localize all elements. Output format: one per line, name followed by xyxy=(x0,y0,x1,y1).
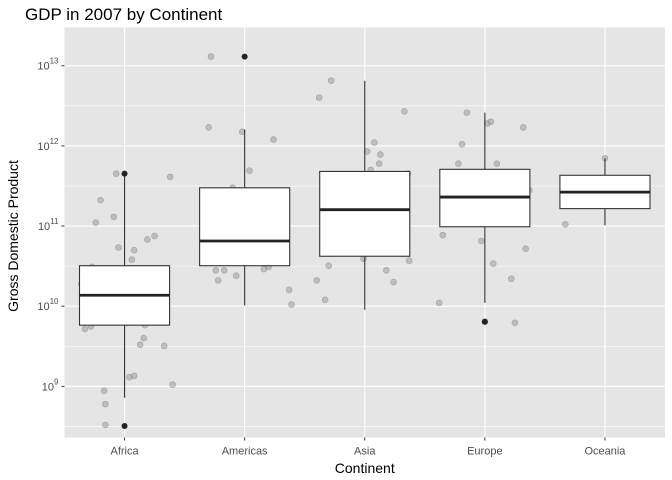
jitter-point xyxy=(151,232,158,240)
jitter-point xyxy=(212,267,220,274)
jitter-point xyxy=(487,118,495,126)
x-axis-title: Continent xyxy=(335,460,395,476)
box-americas xyxy=(199,53,291,306)
jitter-point xyxy=(205,124,212,131)
chart-title: GDP in 2007 by Continent xyxy=(25,5,222,24)
jitter-point xyxy=(401,108,408,115)
jitter-point xyxy=(81,325,89,333)
jitter-point xyxy=(435,299,443,307)
jitter-point xyxy=(220,267,228,274)
y-tick-label: 1010 xyxy=(37,297,59,313)
x-tick-label: Oceania xyxy=(584,446,626,458)
jitter-point xyxy=(288,301,295,308)
box-oceania xyxy=(559,158,651,226)
y-tick-label: 109 xyxy=(42,377,59,393)
jitter-point xyxy=(439,231,447,239)
jitter-point xyxy=(390,278,397,286)
outlier-point xyxy=(121,423,128,430)
jitter-point xyxy=(214,277,222,284)
jitter-point xyxy=(375,160,383,167)
jitter-point xyxy=(458,140,466,148)
y-axis-ticks: 109 1010 1011 1012 1013 xyxy=(37,57,65,393)
y-tick-label: 1011 xyxy=(38,217,59,233)
jitter-point xyxy=(102,400,109,408)
x-tick-label: Asia xyxy=(354,446,376,458)
x-tick-label: Europe xyxy=(467,446,502,458)
jitter-point xyxy=(270,136,277,143)
box-iqr xyxy=(199,187,291,267)
x-axis-ticks: Africa Americas Asia Europe Oceania xyxy=(110,437,626,458)
jitter-point xyxy=(128,256,136,264)
jitter-point xyxy=(166,173,174,181)
jitter-point xyxy=(325,262,333,270)
jitter-point xyxy=(232,272,240,280)
jitter-point xyxy=(92,219,100,227)
jitter-point xyxy=(483,120,491,127)
jitter-point xyxy=(507,275,515,283)
jitter-point xyxy=(327,77,335,85)
jitter-point xyxy=(97,196,104,204)
jitter-point xyxy=(489,260,497,267)
y-tick-label: 1012 xyxy=(37,137,59,153)
jitter-point xyxy=(238,128,246,136)
jitter-point xyxy=(463,109,471,116)
jitter-point xyxy=(144,236,151,243)
jitter-point xyxy=(207,53,215,60)
jitter-point xyxy=(126,373,133,381)
jitter-point xyxy=(160,342,168,350)
outlier-point xyxy=(241,53,248,60)
jitter-point xyxy=(285,286,293,294)
jitter-point xyxy=(455,160,462,167)
jitter-point xyxy=(315,94,323,101)
box-iqr xyxy=(319,170,411,257)
y-tick-label: 1013 xyxy=(37,57,59,73)
jitter-point xyxy=(511,319,519,327)
box-africa xyxy=(78,170,171,430)
jitter-point xyxy=(522,245,529,253)
jitter-point xyxy=(130,372,138,380)
jitter-point xyxy=(110,213,118,221)
jitter-point xyxy=(363,148,371,155)
jitter-point xyxy=(371,139,378,146)
jitter-point xyxy=(562,221,569,228)
jitter-point xyxy=(169,381,176,388)
jitter-point xyxy=(140,334,148,342)
x-tick-label: Africa xyxy=(110,446,139,458)
jitter-point xyxy=(112,170,120,177)
jitter-point xyxy=(313,277,321,284)
jitter-point xyxy=(405,257,413,264)
x-tick-label: Americas xyxy=(222,446,268,458)
jitter-point xyxy=(102,421,109,429)
jitter-point xyxy=(115,244,122,251)
jitter-point xyxy=(100,387,108,395)
jitter-point xyxy=(377,151,384,158)
y-axis-title: Gross Domestic Product xyxy=(5,160,21,312)
box-asia xyxy=(319,80,411,310)
jitter-point xyxy=(519,124,527,131)
outlier-point xyxy=(481,318,488,325)
jitter-point xyxy=(130,246,138,254)
jitter-point xyxy=(246,167,253,175)
jitter-point xyxy=(383,267,390,274)
jitter-point xyxy=(493,160,501,167)
jitter-point xyxy=(477,237,485,245)
jitter-point xyxy=(260,265,268,273)
outlier-point xyxy=(121,170,128,177)
jitter-point xyxy=(136,341,144,349)
box-europe xyxy=(439,112,531,325)
boxes xyxy=(78,53,651,430)
jitter-point xyxy=(321,296,329,304)
